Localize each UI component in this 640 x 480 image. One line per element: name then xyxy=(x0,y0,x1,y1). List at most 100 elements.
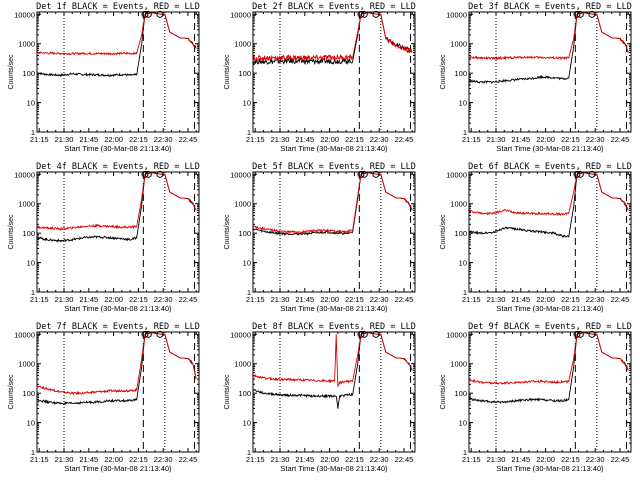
panel-det-2: Det 2f BLACK = Events, RED = LLD 1 10 100 10… xyxy=(224,2,416,153)
panel-det-7: Det 7f BLACK = Events, RED = LLD 1 10 100 10… xyxy=(8,322,200,473)
series-lld-line xyxy=(469,172,629,217)
series-events-line xyxy=(253,332,413,409)
panel-det-6: Det 6f BLACK = Events, RED = LLD 1 10 100 10… xyxy=(440,162,632,313)
saturation-marker xyxy=(357,330,365,338)
series-lld-line xyxy=(37,12,197,56)
x-tick-label: 22:00 xyxy=(536,295,555,304)
x-tick-label: 22:00 xyxy=(104,455,123,464)
x-tick-label: 22:00 xyxy=(320,295,339,304)
panel-det-8: Det 8f BLACK = Events, RED = LLD 1 10 100 10… xyxy=(224,322,416,473)
y-tick-label: 10000 xyxy=(446,170,467,179)
panel-det-4: Det 4f BLACK = Events, RED = LLD 1 10 100 10… xyxy=(8,162,200,313)
x-tick-label: 22:45 xyxy=(611,455,630,464)
y-tick-label: 100 xyxy=(454,69,467,78)
x-axis-label: Start Time (30-Mar-08 21:13:40) xyxy=(64,144,172,153)
x-tick-label: 21:30 xyxy=(487,135,506,144)
x-tick-label: 22:15 xyxy=(561,295,580,304)
x-tick-label: 22:45 xyxy=(179,295,198,304)
panel-det-1: Det 1f BLACK = Events, RED = LLD 1 10 100 10… xyxy=(8,2,200,153)
y-tick-label: 10 xyxy=(27,259,35,268)
y-tick-label: 10000 xyxy=(230,10,251,19)
x-tick-label: 22:15 xyxy=(129,295,148,304)
x-tick-label: 22:45 xyxy=(395,295,414,304)
x-axis-label: Start Time (30-Mar-08 21:13:40) xyxy=(64,464,172,473)
x-tick-label: 22:15 xyxy=(561,455,580,464)
x-tick-label: 22:00 xyxy=(536,135,555,144)
plot-frame xyxy=(468,11,632,133)
x-tick-label: 22:00 xyxy=(104,295,123,304)
y-axis-label: Counts/sec xyxy=(224,54,231,90)
x-tick-label: 21:45 xyxy=(511,295,530,304)
y-tick-label: 10 xyxy=(27,99,35,108)
y-tick-label: 1000 xyxy=(450,40,467,49)
plot-frame xyxy=(468,171,632,293)
x-tick-label: 22:45 xyxy=(395,135,414,144)
x-axis-label: Start Time (30-Mar-08 21:13:40) xyxy=(280,304,388,313)
y-tick-label: 1000 xyxy=(234,40,251,49)
x-tick-label: 22:00 xyxy=(104,135,123,144)
saturation-marker xyxy=(144,330,152,338)
x-tick-label: 21:45 xyxy=(511,135,530,144)
plot-frame xyxy=(36,171,200,293)
y-tick-label: 1000 xyxy=(234,360,251,369)
y-tick-label: 1 xyxy=(31,128,35,137)
x-axis-label: Start Time (30-Mar-08 21:13:40) xyxy=(280,144,388,153)
x-axis-label: Start Time (30-Mar-08 21:13:40) xyxy=(496,144,604,153)
x-tick-label: 21:45 xyxy=(295,455,314,464)
x-tick-label: 22:15 xyxy=(345,455,364,464)
y-tick-label: 10000 xyxy=(230,170,251,179)
y-tick-label: 1 xyxy=(463,288,467,297)
series-lld-line xyxy=(37,332,197,396)
y-tick-label: 100 xyxy=(22,389,35,398)
saturation-marker xyxy=(573,330,581,338)
y-tick-label: 100 xyxy=(238,69,251,78)
x-tick-label: 22:30 xyxy=(154,135,173,144)
panel-title: Det 5f BLACK = Events, RED = LLD xyxy=(252,162,416,172)
saturation-marker xyxy=(357,10,365,18)
y-axis-label: Counts/sec xyxy=(440,54,447,90)
x-axis-label: Start Time (30-Mar-08 21:13:40) xyxy=(496,464,604,473)
x-tick-label: 21:15 xyxy=(30,135,49,144)
saturation-marker xyxy=(360,170,368,178)
y-axis-label: Counts/sec xyxy=(224,374,231,410)
y-tick-label: 1000 xyxy=(450,360,467,369)
saturation-marker xyxy=(360,330,368,338)
plot-frame xyxy=(36,11,200,133)
x-tick-label: 22:45 xyxy=(611,135,630,144)
x-tick-label: 21:15 xyxy=(462,295,481,304)
panel-det-5: Det 5f BLACK = Events, RED = LLD 1 10 100 10… xyxy=(224,162,416,313)
saturation-marker xyxy=(573,10,581,18)
plot-frame xyxy=(252,331,416,453)
x-tick-label: 22:45 xyxy=(179,455,198,464)
x-tick-label: 21:30 xyxy=(271,455,290,464)
x-tick-label: 21:30 xyxy=(55,135,74,144)
x-tick-label: 21:15 xyxy=(30,455,49,464)
y-tick-label: 1000 xyxy=(234,200,251,209)
x-tick-label: 22:30 xyxy=(154,455,173,464)
series-lld-line xyxy=(469,12,629,61)
x-tick-label: 22:30 xyxy=(370,295,389,304)
y-tick-label: 100 xyxy=(238,389,251,398)
saturation-marker xyxy=(588,10,596,18)
x-tick-label: 22:30 xyxy=(154,295,173,304)
x-tick-label: 21:45 xyxy=(79,135,98,144)
y-tick-label: 1000 xyxy=(450,200,467,209)
series-lld-line xyxy=(253,12,413,62)
x-tick-label: 22:30 xyxy=(586,295,605,304)
x-tick-label: 22:15 xyxy=(129,135,148,144)
series-events-line xyxy=(37,332,197,405)
y-tick-label: 1000 xyxy=(18,360,35,369)
y-axis-label: Counts/sec xyxy=(224,214,231,250)
y-tick-label: 1 xyxy=(463,128,467,137)
y-tick-label: 10 xyxy=(243,419,251,428)
panel-det-3: Det 3f BLACK = Events, RED = LLD 1 10 100 10… xyxy=(440,2,632,153)
y-tick-label: 10 xyxy=(243,99,251,108)
x-tick-label: 22:45 xyxy=(611,295,630,304)
x-tick-label: 21:30 xyxy=(271,295,290,304)
series-events-line xyxy=(253,172,413,236)
x-tick-label: 21:15 xyxy=(246,135,265,144)
x-tick-label: 22:15 xyxy=(345,135,364,144)
saturation-marker xyxy=(372,330,380,338)
x-tick-label: 22:15 xyxy=(129,455,148,464)
x-tick-label: 21:15 xyxy=(462,455,481,464)
